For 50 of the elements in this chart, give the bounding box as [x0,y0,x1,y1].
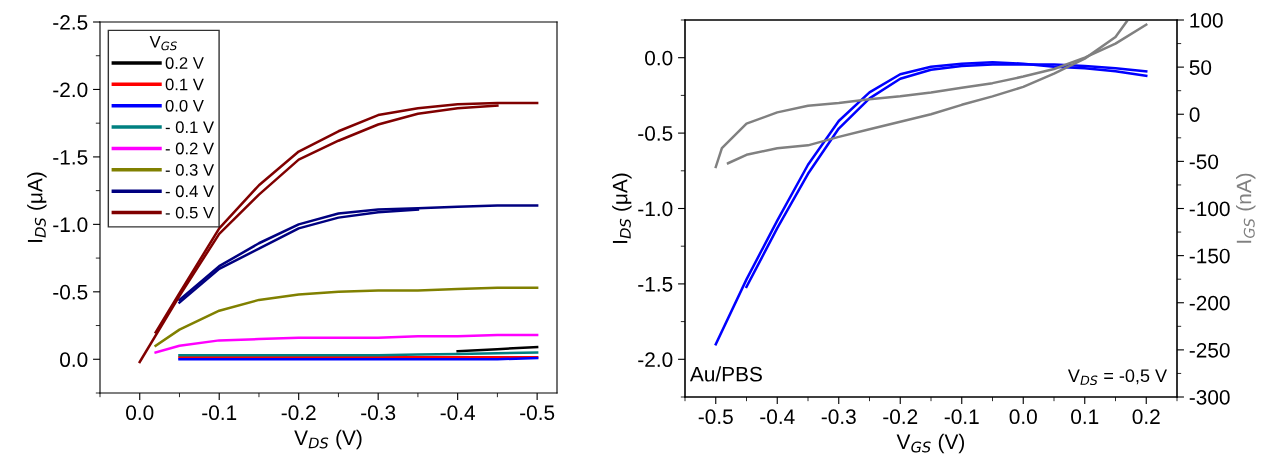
y-tick-label: -1.5 [638,277,673,292]
x-tick-label: -0.5 [698,409,733,425]
y-tick-label: -2.0 [53,82,88,98]
y-tick-label: -2.0 [638,352,673,368]
legend-label: - 0.1 V [165,121,215,134]
legend-label: 0.1 V [165,78,204,91]
x-axis-title: V$_{DS}$ (V) [294,429,362,450]
y-axis-title: I$_{DS}$ (μA) [612,173,632,243]
x-tick-label: 0.0 [126,405,154,421]
y2-tick-label: -100 [1189,201,1230,217]
annotation: Au/PBS [689,366,762,382]
y2-tick-label: -250 [1189,342,1230,358]
legend-label: - 0.4 V [165,185,215,198]
x-tick-label: 0.1 [1071,409,1099,425]
x-tick-label: -0.2 [281,405,316,421]
x-tick-label: -0.5 [520,405,555,421]
x-tick-label: -0.3 [361,405,396,421]
legend-label: - 0.3 V [165,163,215,176]
legend-label: - 0.5 V [165,206,215,219]
y-tick-label: -1.5 [53,150,88,165]
y2-tick-label: -50 [1189,154,1219,170]
y-tick-label: 0.0 [645,50,673,66]
legend-label: 0.0 V [165,99,204,112]
x-tick-label: 0.0 [1009,409,1037,425]
y2-tick-label: 100 [1190,13,1223,28]
y2-axis-title: I$_{GS}$ (nA) [1236,173,1256,243]
x-axis-title: V$_{GS}$ (V) [896,433,965,454]
y2-tick-label: 50 [1189,60,1212,75]
x-tick-label: 0.2 [1132,409,1160,425]
legend-title: V$_{GS}$ [149,35,177,51]
y-tick-label: -1.0 [53,217,88,233]
annotation: V$_{DS}$ = -0,5 V [1067,369,1167,386]
y2-tick-label: -300 [1189,390,1230,405]
y2-tick-label: 0 [1189,107,1200,122]
x-tick-label: -0.1 [944,409,979,425]
y-axis-title: I$_{DS}$ (μA) [27,172,47,242]
y2-tick-label: -150 [1189,248,1230,264]
legend-label: 0.2 V [165,57,204,69]
x-tick-label: -0.4 [760,409,795,425]
y-tick-label: -1.0 [638,201,673,217]
y-tick-label: -2.5 [53,15,88,30]
y2-tick-label: -200 [1189,295,1230,311]
y-tick-label: 0.0 [60,352,88,368]
legend-label: - 0.2 V [165,142,215,155]
x-tick-label: -0.2 [883,409,918,425]
x-tick-label: -0.4 [440,405,475,421]
x-tick-label: -0.1 [202,405,237,421]
y-tick-label: -0.5 [638,126,673,141]
y-tick-label: -0.5 [53,284,88,300]
x-tick-label: -0.3 [821,409,856,425]
